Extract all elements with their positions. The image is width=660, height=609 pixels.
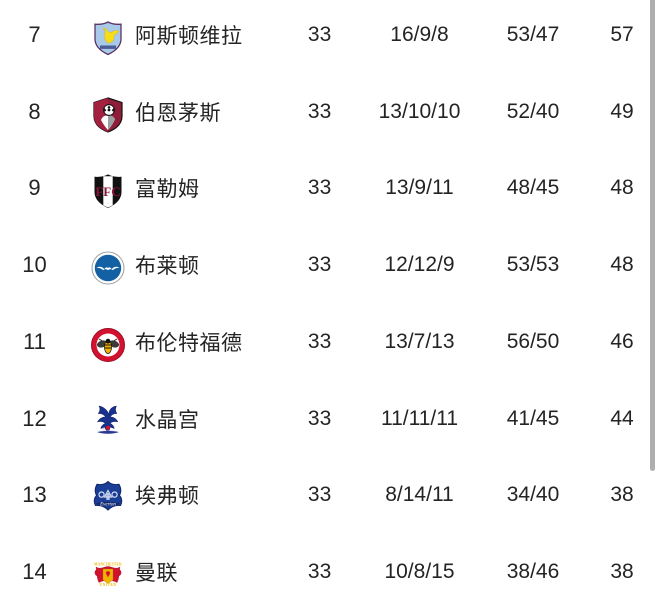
svg-text:Everton: Everton <box>99 503 116 508</box>
svg-text:MANCHESTER: MANCHESTER <box>94 563 122 567</box>
svg-text:FFC: FFC <box>95 184 120 199</box>
svg-text:UNITED: UNITED <box>100 583 117 587</box>
